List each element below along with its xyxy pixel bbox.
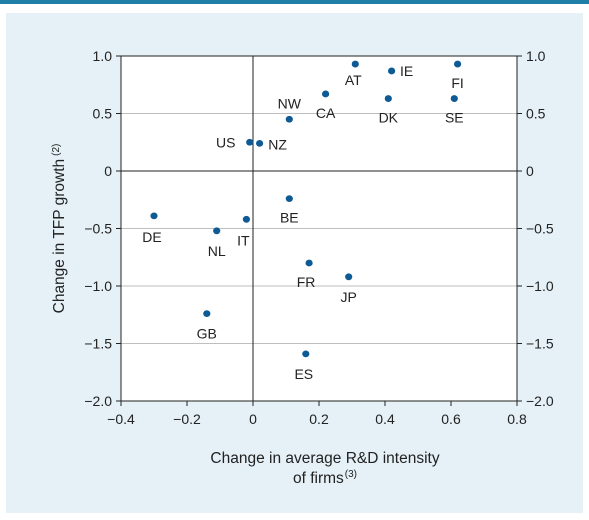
x-tick-label: −0.2: [173, 411, 201, 427]
scatter-chart: −0.4 −0.2 0 0.2 0.4 0.6 0.8 1.0 1.0 0.5 0.5 0 0 −0.5 −…: [51, 48, 554, 487]
y-tick-label-right: 0: [526, 163, 534, 179]
data-point-nz: [256, 140, 264, 147]
y-tick-label-left: 0: [104, 163, 112, 179]
x-axis-label-line1: Change in average R&D intensity: [210, 450, 439, 467]
y-tick-label-left: −1.5: [84, 336, 112, 352]
point-label-nz: NZ: [268, 136, 287, 152]
y-tick-label-left: 1.0: [93, 48, 113, 64]
point-label-ca: CA: [316, 105, 336, 121]
point-label-us: US: [216, 134, 235, 150]
x-tick-label: 0: [249, 411, 257, 427]
point-label-jp: JP: [341, 289, 357, 305]
data-point-es: [302, 350, 310, 358]
y-tick-label-left: −1.0: [84, 278, 112, 294]
point-label-at: AT: [345, 72, 362, 88]
data-point-it: [242, 215, 250, 223]
point-label-nl: NL: [208, 243, 226, 259]
data-point-nl: [213, 227, 221, 235]
y-tick-label-left: −0.5: [84, 221, 112, 237]
x-tick-label: 0.8: [507, 411, 527, 427]
y-tick-label-right: −0.5: [526, 221, 554, 237]
data-point-be: [285, 195, 293, 203]
data-point-se: [450, 95, 458, 102]
point-label-it: IT: [237, 232, 250, 248]
y-tick-label-right: −1.0: [526, 278, 554, 294]
point-label-gb: GB: [197, 326, 217, 342]
data-point-fi: [454, 60, 462, 68]
point-label-fi: FI: [451, 75, 463, 91]
point-label-fr: FR: [297, 274, 316, 290]
y-axis-label: Change in TFP growth(2): [51, 144, 68, 314]
data-point-gb: [203, 310, 211, 317]
data-point-ca: [322, 90, 330, 98]
y-tick-label-right: −1.5: [526, 336, 554, 352]
point-label-dk: DK: [379, 110, 399, 126]
data-point-us: [246, 138, 254, 146]
x-tick-label: 0.4: [375, 411, 395, 427]
point-label-ie: IE: [400, 63, 413, 79]
point-label-de: DE: [142, 229, 161, 245]
y-tick-label-left: 0.5: [93, 106, 113, 122]
data-point-de: [150, 212, 158, 220]
data-point-ie: [388, 67, 396, 75]
point-label-nw: NW: [278, 95, 302, 111]
x-axis-label-line2: of firms(3): [293, 469, 357, 487]
data-point-at: [351, 60, 359, 68]
point-label-be: BE: [280, 210, 299, 226]
point-label-es: ES: [294, 366, 313, 382]
x-tick-label: −0.4: [107, 411, 135, 427]
y-tick-label-left: −2.0: [84, 393, 112, 409]
y-tick-label-right: −2.0: [526, 393, 554, 409]
data-point-jp: [345, 273, 353, 281]
point-label-se: SE: [445, 110, 464, 126]
x-tick-label: 0.6: [441, 411, 461, 427]
data-point-fr: [305, 259, 313, 267]
y-tick-label-right: 0.5: [526, 106, 546, 122]
x-tick-label: 0.2: [309, 411, 329, 427]
data-point-dk: [384, 95, 392, 102]
y-tick-label-right: 1.0: [526, 48, 546, 64]
data-point-nw: [285, 115, 293, 123]
